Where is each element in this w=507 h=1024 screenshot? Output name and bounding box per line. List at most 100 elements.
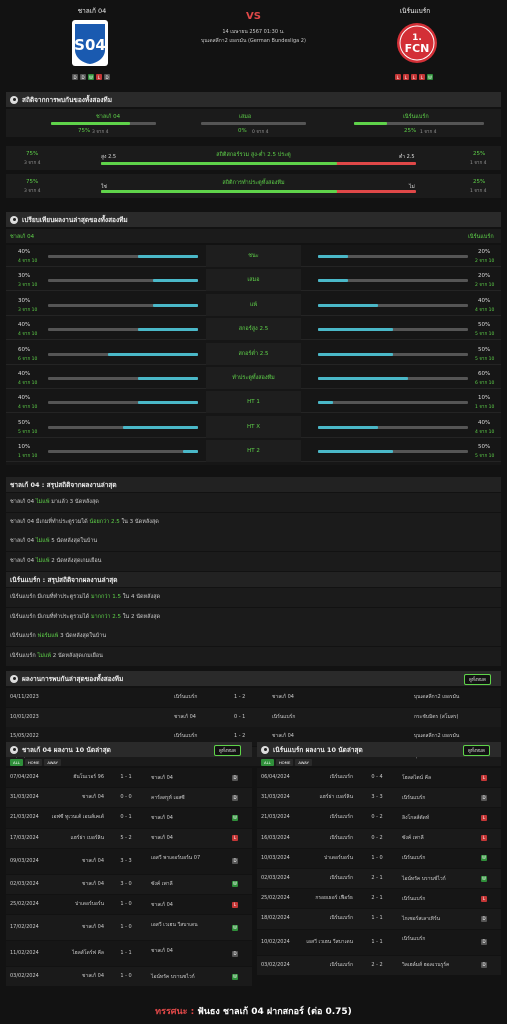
last-away[interactable]: คาร์ลสรูห์ เอสซี (151, 794, 185, 801)
last-away[interactable]: ชาลเก้ 04 (151, 947, 173, 954)
last-home[interactable]: แฮร์ธ่า เบอร์ลิน (70, 834, 104, 841)
last-home[interactable]: ชาลเก้ 04 (82, 924, 104, 931)
h2h-more-button[interactable]: ดูทั้งหมด (464, 674, 491, 685)
away-last-more-button[interactable]: ดูทั้งหมด (463, 745, 490, 756)
last-match-row[interactable]: 10/03/2024 ปาเดอร์บอร์น 1 - 0 เนิร์นแบร์ก W (257, 848, 501, 868)
last-match-row[interactable]: 31/03/2024 แฮร์ธ่า เบอร์ลิน 3 - 3 เนิร์นแบร… (257, 788, 501, 808)
last-away[interactable]: ชาลเก้ 04 (151, 774, 173, 781)
last-match-row[interactable]: 07/04/2024 ฮันโนเวอร์ 96 1 - 1 ชาลเก้ 04 D (6, 768, 252, 788)
last-away[interactable]: ไกเซอร์สเลาเทิร์น (402, 915, 441, 922)
last-match-row[interactable]: 03/02/2024 เนิร์นแบร์ก 2 - 2 วิลเฮล์มส์ ฮอล… (257, 955, 501, 975)
result-badge: W (232, 881, 238, 888)
last-away[interactable]: เนิร์นแบร์ก (402, 794, 426, 801)
last-home[interactable]: เนิร์นแบร์ก (329, 915, 353, 922)
last-home[interactable]: ชาลเก้ 04 (82, 973, 104, 980)
away-team-name[interactable]: เนิร์นแบร์ก (399, 7, 431, 15)
tab-home[interactable]: HOME (275, 759, 294, 766)
last-home[interactable]: กรอยเธอร์ เฟือร์ธ (315, 895, 353, 902)
last-away[interactable]: โฮลสไตน์ คีล (402, 774, 432, 781)
h2h-home[interactable]: ชาลเก้ 04 (174, 713, 196, 720)
last-match-row[interactable]: 02/03/2024 ชาลเก้ 04 3 - 0 ซังค์ เพาลี W (6, 874, 252, 894)
last-away[interactable]: ไอน์ทรัค บรานช์ไวก์ (402, 875, 446, 882)
last-match-row[interactable]: 03/02/2024 ชาลเก้ 04 1 - 0 ไอน์ทรัค บรานชไว… (6, 967, 252, 987)
home-team-name[interactable]: ชาลเก้ 04 (77, 7, 107, 15)
last-away[interactable]: ชาลเก้ 04 (151, 814, 173, 821)
football-icon (10, 95, 18, 104)
h2h-result-row[interactable]: 10/01/2023 ชาลเก้ 04 0 - 1 เนิร์นแบร์ก กระชั… (6, 707, 501, 727)
last-match-row[interactable]: 25/02/2024 ปาเดอร์บอร์น 1 - 0 ชาลเก้ 04 L (6, 895, 252, 915)
match-league[interactable]: บุนเดสลีกา2 เยอรมัน (German Bundesliga 2… (201, 38, 306, 44)
last-match-row[interactable]: 31/03/2024 ชาลเก้ 04 0 - 0 คาร์ลสรูห์ เอสซี… (6, 788, 252, 808)
last-home[interactable]: ชาลเก้ 04 (82, 794, 104, 801)
h2h-result-row[interactable]: 04/11/2023 เนิร์นแบร์ก 1 - 2 ชาลเก้ 04 บุนเด… (6, 688, 501, 707)
last-home[interactable]: เอสวี เวเฮน วีสบาเดน (306, 938, 353, 945)
verdict-label: ทรรศนะ : (155, 1007, 195, 1017)
tab-away[interactable]: AWAY (295, 759, 312, 766)
last-away[interactable]: เนิร์นแบร์ก (402, 895, 426, 902)
last-away[interactable]: วิลเฮล์มส์ ฮอลเวนรูร์ค (402, 962, 450, 969)
summary-text: เนิร์นแบร์ก มีเกมที่ทำประตูรวมได้ (10, 594, 91, 600)
last-match-row[interactable]: 09/03/2024 ชาลเก้ 04 3 - 3 เอสวี พาเดอร์บอร… (6, 848, 252, 874)
h2h-home[interactable]: เนิร์นแบร์ก (174, 694, 198, 700)
tab-all[interactable]: ALL (10, 759, 23, 766)
h2h-away[interactable]: เนิร์นแบร์ก (272, 713, 296, 720)
h2h-away[interactable]: ชาลเก้ 04 (272, 694, 294, 700)
form-badge: W (88, 74, 94, 80)
last-match-row[interactable]: 02/03/2024 เนิร์นแบร์ก 2 - 1 ไอน์ทรัค บรานช… (257, 869, 501, 889)
last-home[interactable]: ปาเดอร์บอร์น (75, 901, 104, 907)
h2h-away[interactable]: ชาลเก้ 04 (272, 733, 294, 739)
form-badge: W (427, 74, 433, 80)
last-match-row[interactable]: 18/02/2024 เนิร์นแบร์ก 1 - 1 ไกเซอร์สเลาเทิ… (257, 909, 501, 929)
last-away[interactable]: ชาลเก้ 04 (151, 835, 173, 842)
last-home[interactable]: ชาลเก้ 04 (82, 880, 104, 887)
last-match-row[interactable]: 25/02/2024 กรอยเธอร์ เฟือร์ธ 2 - 1 เนิร์นแบ… (257, 889, 501, 909)
tab-all[interactable]: ALL (261, 759, 274, 766)
last-home[interactable]: แฮร์ธ่า เบอร์ลิน (319, 794, 353, 801)
last-home[interactable]: เนิร์นแบร์ก (329, 961, 353, 968)
compare-away-bar (318, 401, 468, 405)
last-away[interactable]: ซังค์ เพาลี (402, 835, 424, 842)
last-away[interactable]: ชาลเก้ 04 (151, 901, 173, 908)
last-away[interactable]: เนิร์นแบร์ก (402, 855, 426, 862)
compare-away-bar (318, 279, 468, 283)
last-away[interactable]: เนิร์นแบร์ก (402, 936, 426, 943)
tab-away[interactable]: AWAY (44, 759, 61, 766)
last-home[interactable]: เนิร์นแบร์ก (329, 774, 353, 780)
last-home[interactable]: ปาเดอร์บอร์น (324, 854, 353, 861)
last-match-row[interactable]: 21/03/2024 เอฟซี ทูเวนเต้ เอนส์เคเด้ 0 - 1… (6, 808, 252, 828)
last-away[interactable]: เอสวี พาเดอร์บอร์น 07 (151, 855, 201, 862)
last-match-row[interactable]: 21/03/2024 เนิร์นแบร์ก 0 - 2 ลิงโกลส์ตัดท์ L (257, 808, 501, 828)
summary-text: 2 นัดหลังสุดเกมเยือน (49, 557, 102, 564)
tab-home[interactable]: HOME (24, 759, 43, 766)
last-match-row[interactable]: 06/04/2024 เนิร์นแบร์ก 0 - 4 โฮลสไตน์ คีล L (257, 768, 501, 788)
last-home[interactable]: ไฮลส์โดร์ฟ คีล (72, 950, 104, 957)
last-match-row[interactable]: 16/03/2024 เนิร์นแบร์ก 0 - 2 ซังค์ เพาลี L (257, 828, 501, 848)
last-away[interactable]: ซังค์ เพาลี (151, 881, 173, 888)
last-away[interactable]: ไอน์ทรัค บรานชไวก์ (151, 973, 195, 980)
summary-highlight: น้อยกว่า 2.5 (89, 518, 120, 525)
h2h-league: บุนเดสลีกา2 เยอรมัน (414, 733, 460, 739)
last-home[interactable]: เนิร์นแบร์ก (329, 814, 353, 821)
last-home[interactable]: เนิร์นแบร์ก (329, 834, 353, 841)
last-match-row[interactable]: 11/02/2024 ไฮลส์โดร์ฟ คีล 1 - 1 ชาลเก้ 04 D (6, 941, 252, 967)
h2h-home[interactable]: เนิร์นแบร์ก (174, 733, 198, 739)
result-badge: D (481, 939, 487, 946)
last-home[interactable]: เอฟซี ทูเวนเต้ เอนส์เคเด้ (51, 814, 104, 821)
compare-away-sub: 6 จาก 10 (475, 381, 495, 386)
last-home[interactable]: ฮันโนเวอร์ 96 (73, 774, 104, 780)
last-date: 17/02/2024 (10, 924, 39, 931)
compare-away-pct: 50% (478, 444, 491, 451)
result-badge: W (232, 924, 238, 931)
h2h-result-row[interactable]: 15/05/2022 เนิร์นแบร์ก 1 - 2 ชาลเก้ 04 บุนเด… (6, 727, 501, 746)
last-away[interactable]: ลิงโกลส์ตัดท์ (402, 814, 430, 821)
home-last-more-button[interactable]: ดูทั้งหมด (214, 745, 241, 756)
form-badge: L (395, 74, 401, 80)
last-match-row[interactable]: 17/02/2024 ชาลเก้ 04 1 - 0 เอสวี เวเฮน วีสบ… (6, 915, 252, 941)
last-home[interactable]: ชาลเก้ 04 (82, 857, 104, 864)
summary-text: ใน 2 นัดหลังสุด (121, 613, 161, 620)
last-away[interactable]: เอสวี เวเฮน วีสบาเดน (151, 921, 198, 928)
last-home[interactable]: เนิร์นแบร์ก (329, 875, 353, 881)
h2h-date: 15/05/2022 (10, 733, 39, 739)
last-match-row[interactable]: 10/02/2024 เอสวี เวเฮน วีสบาเดน 1 - 1 เนิร์… (257, 929, 501, 955)
last-match-row[interactable]: 17/03/2024 แฮร์ธ่า เบอร์ลิน 5 - 2 ชาลเก้ 04… (6, 828, 252, 848)
